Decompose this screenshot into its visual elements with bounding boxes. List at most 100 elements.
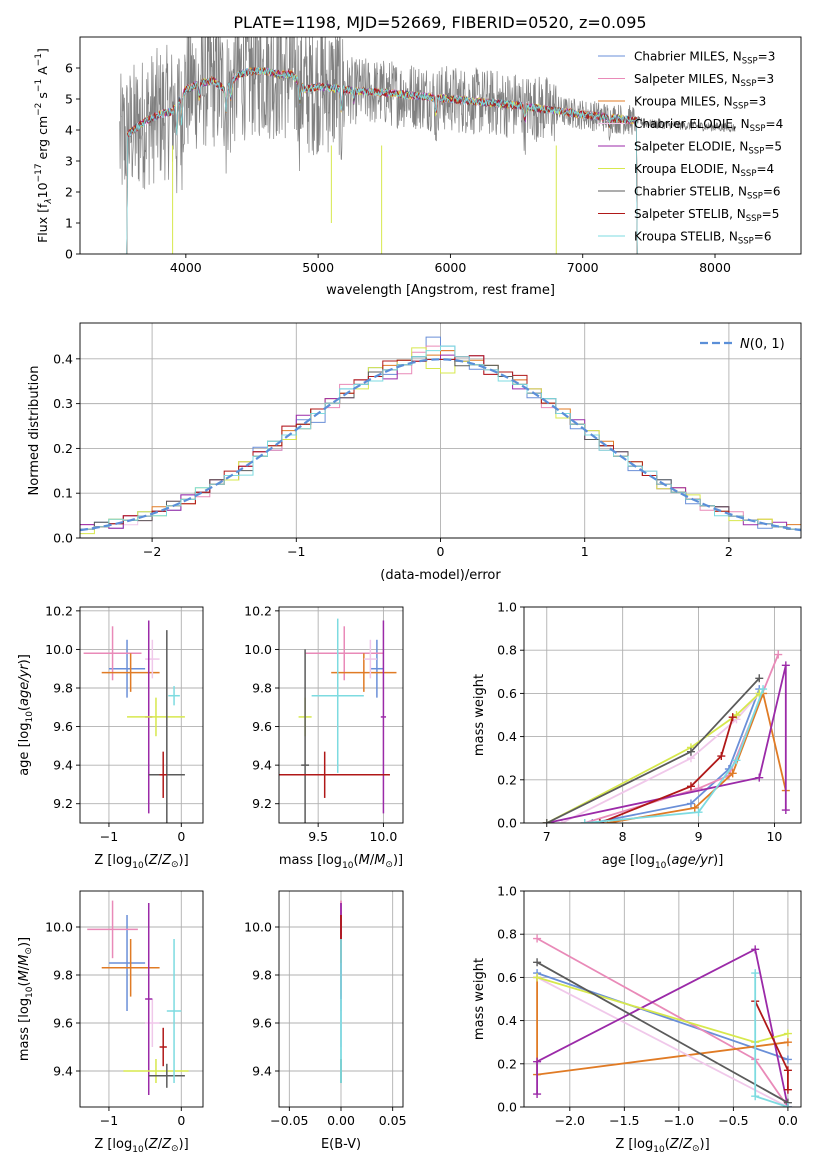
legend-label-chabrier_elodie: Chabrier ELODIE, NSSP=4 [634, 117, 783, 134]
label-part: Z [148, 853, 159, 868]
label-part: ⊙ [692, 1144, 700, 1154]
label-part: ( [665, 1137, 670, 1152]
label-part: ( [144, 1137, 149, 1152]
label-part: ⊙ [171, 1144, 179, 1154]
axes-frame [79, 36, 802, 255]
legend-label-kroupa_stelib: Kroupa STELIB, NSSP=6 [634, 230, 772, 247]
y-tick-label: 9.8 [252, 681, 272, 696]
legend-label-chabrier_stelib: Chabrier STELIB, NSSP=6 [634, 185, 781, 202]
mwz-line-salpeter_elodie [536, 947, 789, 1107]
mwage-marker-salpeter_stelib [595, 819, 604, 823]
legend-label-kroupa_miles: Kroupa MILES, NSSP=3 [634, 95, 766, 112]
y-axis-label: mass weight [472, 958, 487, 1040]
label-part: 10 [25, 986, 35, 998]
label-part: 10 [342, 861, 354, 871]
legend-sub: SSP [738, 237, 754, 247]
mass-vs-z-panel: −1 09.49.69.810.0Z [log10(Z/Z⊙)]mass [log… [17, 890, 204, 1155]
y-tick-label: 10.0 [244, 642, 272, 657]
legend-label-kroupa_elodie: Kroupa ELODIE, NSSP=4 [634, 162, 774, 179]
x-tick-label: 10 [766, 829, 782, 844]
y-tick-label: 0.4 [497, 1013, 517, 1028]
mwz-marker-salpeter_stelib [783, 1085, 792, 1094]
y-tick-label: 9.6 [53, 719, 73, 734]
y-tick-label: 0.8 [497, 927, 517, 942]
mwz-marker-chabrier_stelib [533, 958, 542, 967]
legend-eq: =6 [763, 185, 781, 199]
mwage-marker-salpeter_stelib [728, 713, 737, 722]
legend-sub: SSP [747, 192, 763, 202]
y-tick-label: 4 [65, 123, 73, 138]
label-part: ⊙ [385, 860, 393, 870]
hist-step-kroupa_stelib [80, 345, 801, 538]
y-tick-label: 9.4 [252, 758, 272, 773]
mwage-line-chabrier_miles [592, 688, 761, 823]
label-part: / [679, 1137, 684, 1152]
legend-text: Kroupa MILES, N [634, 95, 733, 109]
y-tick-label: 0.4 [53, 351, 73, 366]
label-part: ] [35, 48, 50, 53]
mwage-marker-salpeter_elodie [781, 806, 790, 815]
residuals-panel: −2 −1 0 1 2 0.0 0.1 0.2 0.3 0.4 (data-model)/error… [27, 322, 802, 583]
y-tick-label: 10.0 [244, 920, 272, 935]
mwage-marker-kroupa_stelib [732, 756, 741, 765]
plot-area [80, 336, 801, 538]
mwage-marker-salpeter_elodie [781, 661, 790, 670]
legend-sub: SSP [742, 57, 758, 67]
mwage-marker-salpeter_stelib [717, 752, 726, 761]
x-axis-label: Z [log10(Z/Z⊙)] [94, 853, 188, 871]
label-part: 10 [655, 861, 667, 871]
y-tick-label: 3 [65, 154, 73, 169]
x-tick-label: 5000 [302, 260, 334, 275]
axes-frame [523, 606, 802, 824]
y-axis-label: Flux [fλ10−17 erg cm−2 s−1 A−1] [34, 48, 54, 243]
x-axis-label: age [log10(age/yr)] [602, 853, 724, 871]
plot-area [83, 620, 185, 823]
legend-text: Chabrier ELODIE, N [634, 117, 750, 131]
label-part: age/yr [17, 663, 32, 706]
y-tick-label: 0.2 [497, 1056, 517, 1071]
mwz-line-chabrier_elodie [536, 976, 789, 1107]
y-axis-label: age [log10(age/yr)] [17, 654, 35, 776]
y-tick-label: 9.2 [252, 796, 272, 811]
x-tick-label: 4000 [170, 260, 202, 275]
y-tick-label: 0.6 [497, 686, 517, 701]
x-axis-label: (data-model)/error [380, 568, 501, 583]
legend-eq: =4 [766, 117, 784, 131]
x-tick-label: −2 [143, 544, 161, 559]
label-part: Z [log [615, 1137, 653, 1152]
label-part: )] [393, 853, 403, 868]
label-part: / [158, 853, 163, 868]
mwage-marker-chabrier_stelib [542, 819, 551, 823]
label-part: A [35, 66, 50, 79]
label-part: M [17, 955, 32, 966]
label-part: )] [17, 654, 32, 664]
axes-frame [278, 606, 404, 824]
label-part: N [740, 337, 750, 352]
mwage-marker-chabrier_miles [686, 799, 695, 808]
plot-area [119, 37, 736, 254]
model-line-kroupa_stelib [119, 67, 638, 254]
label-part: erg cm [35, 116, 50, 164]
legend-text: Salpeter STELIB, N [634, 207, 746, 221]
x-tick-label: 0 [177, 829, 185, 844]
label-part: )] [179, 853, 189, 868]
mwage-line-chabrier_elodie [561, 692, 760, 823]
axes-frame [79, 890, 204, 1108]
figure-title: PLATE=1198, MJD=52669, FIBERID=0520, z=0… [233, 13, 646, 32]
mwage-marker-salpeter_elodie [755, 773, 764, 782]
x-tick-label: 7 [543, 829, 551, 844]
label-part: mass [log [279, 853, 342, 868]
legend-sub: SSP [741, 79, 757, 89]
label-part: / [17, 965, 32, 970]
legend-eq: =3 [758, 50, 776, 64]
y-tick-label: 9.8 [53, 968, 73, 983]
label-part: mass [log [17, 998, 32, 1061]
mwz-marker-kroupa_stelib [751, 1092, 760, 1101]
x-tick-label: −1 [100, 829, 118, 844]
mwage-marker-salpeter_miles [774, 650, 783, 659]
label-part: M [17, 970, 32, 981]
label-part: Z [161, 853, 172, 868]
mass-vs-ebv-panel: −0.05 0.00 0.05 9.4 9.6 9.8 10.0 E(B-V) [244, 890, 407, 1152]
legend-text: Salpeter ELODIE, N [634, 140, 748, 154]
legend-eq: =5 [762, 207, 780, 221]
